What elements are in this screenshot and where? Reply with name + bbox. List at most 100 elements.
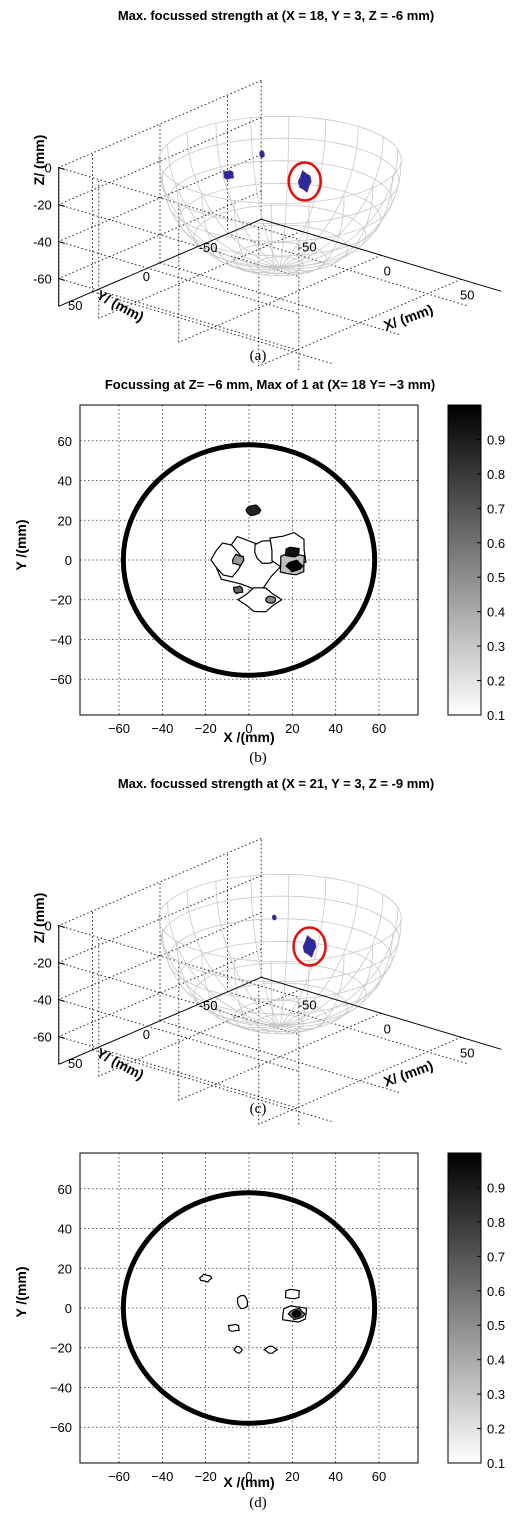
- chart-a-x-tick-label: 0: [384, 263, 391, 278]
- chart-a-mesh-meridian: [279, 116, 290, 268]
- chart-a-mesh-meridian: [250, 117, 281, 268]
- chart-d-colorbar: [447, 1152, 482, 1464]
- chart-b-colorbar-tick-label: 0.7: [487, 501, 505, 516]
- chart-a-mesh-meridian: [215, 123, 281, 268]
- chart-b-contour: [210, 542, 245, 578]
- chart-c-z-tick-label: -40: [33, 993, 52, 1008]
- chart-d-x-tick-label: 60: [372, 1469, 386, 1484]
- chart-a-y-tick-label: -50: [199, 240, 218, 255]
- chart-a-x-tick-label: 50: [460, 287, 474, 302]
- chart-c-z-tick: [58, 962, 65, 965]
- chart-a-z-tick-label: -60: [33, 272, 52, 287]
- chart-d-y-tick-label: 40: [58, 1222, 72, 1237]
- chart-a-xlabel: X/ (mm): [381, 301, 435, 334]
- chart-c-z-tick: [58, 1036, 65, 1039]
- chart-b-contour: Focussing at Z= −6 mm, Max of 1 at (X= 1…: [13, 377, 505, 766]
- chart-b-contour: [285, 559, 304, 573]
- chart-b-colorbar-tick-label: 0.8: [487, 467, 505, 482]
- chart-d-colorbar-tick-label: 0.9: [487, 1180, 505, 1195]
- caption-c: (c): [250, 1101, 267, 1117]
- chart-d-y-tick-label: −20: [50, 1341, 72, 1356]
- chart-a-mesh-meridian: [158, 157, 281, 268]
- chart-c-mesh-meridian: [279, 954, 345, 1032]
- chart-d-contour: [198, 1273, 213, 1283]
- chart-c-grid-line: [92, 1049, 333, 1123]
- chart-a-mesh-meridian: [279, 149, 399, 268]
- chart-c-y-tick-label: 0: [143, 1027, 150, 1042]
- chart-a-grid-line: [178, 254, 382, 343]
- chart-a-x-tick-label: -50: [298, 239, 317, 254]
- chart-d-colorbar-tick-label: 0.5: [487, 1318, 505, 1333]
- chart-b-y-tick-label: 20: [58, 513, 72, 528]
- chart-c-hemisphere-mesh: [158, 873, 402, 1035]
- chart-c-mesh-meridian: [176, 941, 281, 1029]
- chart-b-colorbar: [447, 404, 482, 716]
- chart-a-max-blob: [297, 170, 312, 193]
- chart-a-grid-line: [92, 291, 333, 365]
- chart-a-mesh-ring: [167, 160, 393, 242]
- chart-d-contour: X /(mm) Y /(mm) (d) −60 −40 −20 0 20 40 60 60 40…: [13, 1152, 505, 1511]
- chart-b-x-tick-label: −20: [195, 721, 217, 736]
- chart-c-grid-line: [57, 838, 299, 998]
- chart-b-aperture-circle: [120, 442, 378, 678]
- chart-a-title: Max. focussed strength at (X = 18, Y = 3…: [118, 8, 434, 23]
- chart-c-grid-line: [258, 1036, 462, 1125]
- chart-a-mesh-ring: [158, 115, 402, 205]
- chart-b-y-tick-label: 0: [65, 553, 72, 568]
- chart-c-mesh-meridian: [279, 874, 290, 1026]
- chart-b-contour: [233, 585, 244, 595]
- caption-b: (b): [249, 750, 267, 766]
- chart-d-contour: [236, 1294, 249, 1310]
- chart-c-mesh-meridian: [161, 928, 281, 1027]
- chart-c-y-tick-label: 50: [68, 1056, 82, 1071]
- chart-c-mesh-meridian: [186, 890, 281, 1026]
- chart-c-mesh-meridian: [279, 920, 402, 1026]
- chart-a-minor-blob: [259, 150, 265, 158]
- chart-a-z-tick: [58, 278, 65, 281]
- chart-c-grid-line: [178, 1012, 382, 1101]
- chart-c-mesh-meridian: [279, 945, 374, 1030]
- chart-a-mesh-meridian: [167, 143, 281, 268]
- chart-d-colorbar-tick-label: 0.6: [487, 1284, 505, 1299]
- chart-d-y-tick-label: −40: [50, 1380, 72, 1395]
- chart-a-mesh-meridian: [279, 196, 345, 274]
- chart-c-mesh-meridian: [250, 875, 281, 1026]
- chart-a-z-tick: [58, 167, 65, 170]
- chart-b-colorbar-tick-label: 0.4: [487, 605, 505, 620]
- chart-a-grid-line: [258, 278, 462, 367]
- chart-d-contour: [284, 1288, 300, 1300]
- chart-c-max-marker: [292, 926, 327, 967]
- chart-b-contour: [236, 587, 283, 613]
- chart-a-grid-line: [57, 117, 299, 277]
- chart-d-y-tick-label: 0: [65, 1301, 72, 1316]
- chart-d-colorbar-tick-label: 0.7: [487, 1249, 505, 1264]
- chart-b-plot-frame: [79, 404, 419, 716]
- chart-d-colorbar-tick-label: 0.4: [487, 1353, 505, 1368]
- chart-a-y-tick-label: 50: [68, 298, 82, 313]
- chart-a-mesh-meridian: [279, 126, 359, 268]
- chart-c-zlabel: Z/ (mm): [31, 893, 47, 944]
- chart-c-x-tick-label: -50: [298, 997, 317, 1012]
- chart-c-grid-line: [57, 875, 299, 1035]
- chart-a-max-marker: [287, 161, 322, 202]
- chart-b-xlabel: X /(mm): [223, 729, 274, 745]
- chart-a-mesh-meridian: [233, 200, 281, 276]
- chart-c-mesh-meridian: [279, 934, 393, 1027]
- chart-c-mesh-meridian: [279, 907, 399, 1026]
- chart-b-y-tick-label: −40: [50, 632, 72, 647]
- chart-a-3d: Max. focussed strength at (X = 18, Y = 3…: [31, 8, 502, 379]
- chart-d-colorbar-tick-label: 0.2: [487, 1422, 505, 1437]
- chart-a-grid-line: [57, 80, 299, 240]
- chart-a-z-tick-label: 0: [45, 161, 52, 176]
- chart-c-mesh-meridian: [158, 915, 281, 1026]
- chart-c-z-tick: [58, 999, 65, 1002]
- chart-b-contour: [284, 546, 300, 558]
- chart-a-grid-line: [159, 262, 401, 336]
- chart-b-title: Focussing at Z= −6 mm, Max of 1 at (X= 1…: [105, 377, 435, 392]
- chart-b-ylabel: Y /(mm): [13, 519, 29, 570]
- chart-b-x-tick-label: −40: [151, 721, 173, 736]
- chart-c-mesh-meridian: [233, 958, 281, 1034]
- chart-c-mesh-meridian: [167, 901, 281, 1026]
- chart-b-contour: [265, 595, 277, 604]
- chart-d-x-tick-label: −40: [151, 1469, 173, 1484]
